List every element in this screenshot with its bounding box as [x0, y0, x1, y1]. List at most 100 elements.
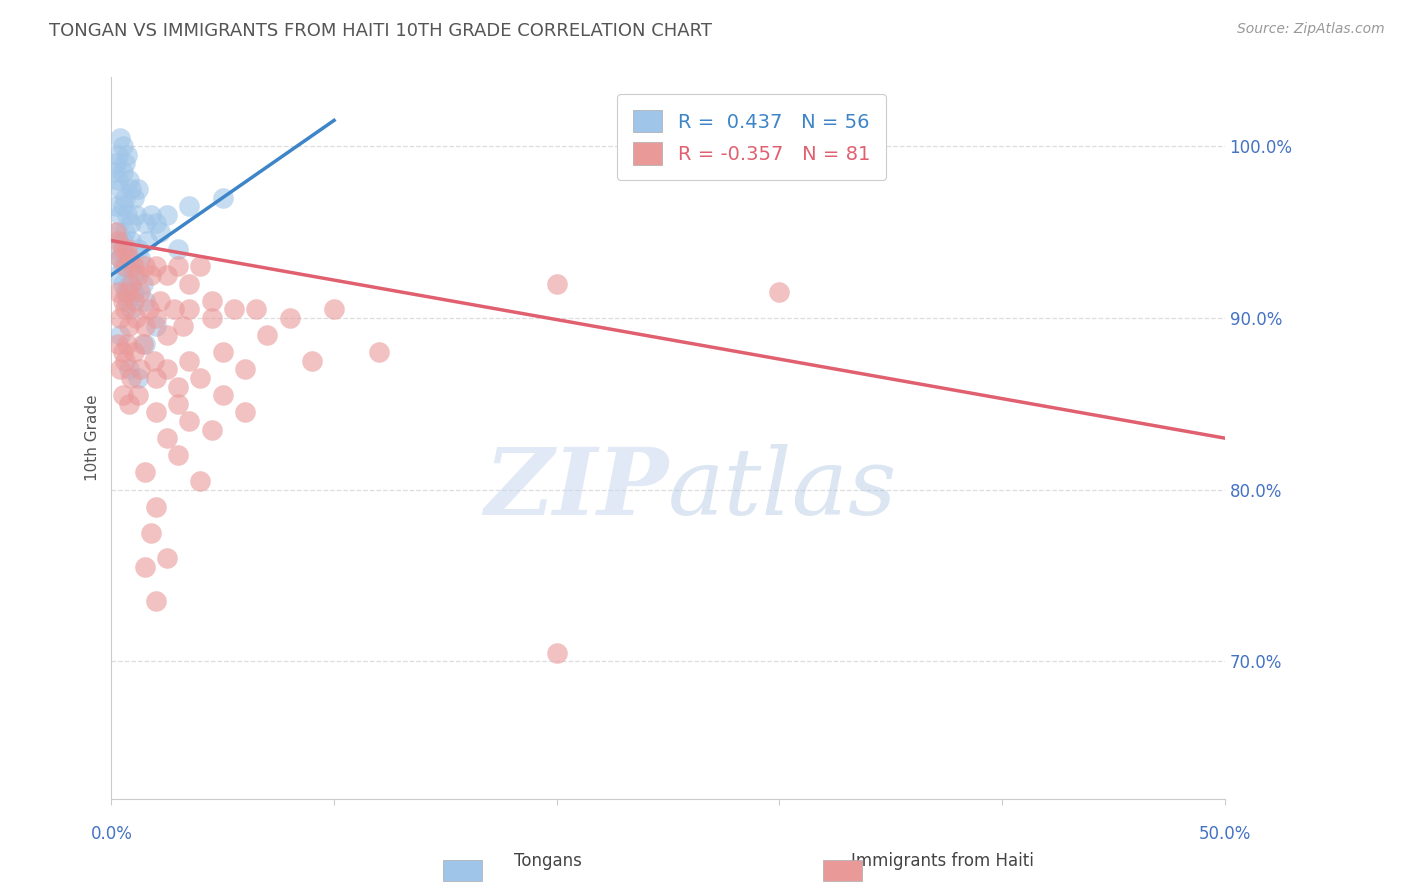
Point [110, 130, 132, 145]
Point [134, 216, 156, 230]
Point [127, 242, 149, 256]
Point [107, 285, 129, 299]
Point [107, 225, 129, 239]
Point [136, 234, 159, 248]
Point [278, 310, 301, 325]
Point [114, 225, 136, 239]
Point [120, 234, 142, 248]
Point [104, 225, 127, 239]
Text: Tongans: Tongans [515, 852, 582, 870]
Point [546, 277, 568, 291]
Text: TONGAN VS IMMIGRANTS FROM HAITI 10TH GRADE CORRELATION CHART: TONGAN VS IMMIGRANTS FROM HAITI 10TH GRA… [49, 22, 713, 40]
Point [145, 405, 167, 419]
Point [179, 277, 201, 291]
Point [145, 310, 167, 325]
Point [110, 328, 132, 343]
Point [190, 371, 212, 385]
Point [367, 345, 389, 359]
Point [127, 182, 149, 196]
Point [163, 302, 186, 317]
Point [129, 285, 152, 299]
Point [122, 268, 145, 282]
Point [115, 251, 138, 265]
Point [115, 147, 138, 161]
Point [107, 234, 129, 248]
Point [114, 354, 136, 368]
Point [114, 191, 136, 205]
Point [156, 268, 179, 282]
Point [149, 293, 172, 308]
Text: Source: ZipAtlas.com: Source: ZipAtlas.com [1237, 22, 1385, 37]
Point [131, 336, 153, 351]
Point [118, 277, 141, 291]
Point [222, 302, 245, 317]
Point [120, 216, 142, 230]
Point [107, 268, 129, 282]
Point [120, 371, 142, 385]
Point [145, 216, 167, 230]
Point [120, 260, 142, 274]
Point [546, 646, 568, 660]
Point [110, 208, 132, 222]
Point [110, 251, 132, 265]
Point [149, 225, 172, 239]
Point [145, 500, 167, 514]
Text: 0.0%: 0.0% [90, 824, 132, 843]
Point [118, 173, 141, 187]
Point [127, 268, 149, 282]
Point [211, 345, 233, 359]
Point [134, 466, 156, 480]
Point [245, 302, 267, 317]
Point [111, 242, 134, 256]
Point [125, 208, 148, 222]
Point [111, 199, 134, 213]
Point [156, 208, 179, 222]
Point [138, 302, 160, 317]
Point [156, 362, 179, 376]
Point [141, 268, 163, 282]
Text: atlas: atlas [668, 443, 897, 533]
Point [134, 560, 156, 574]
Point [179, 414, 201, 428]
Point [134, 293, 156, 308]
Point [111, 234, 134, 248]
Point [107, 336, 129, 351]
Point [111, 165, 134, 179]
Point [120, 277, 142, 291]
Point [256, 328, 278, 343]
Point [111, 277, 134, 291]
Point [179, 354, 201, 368]
Point [201, 423, 224, 437]
Point [122, 285, 145, 299]
Point [190, 474, 212, 488]
Point [104, 199, 127, 213]
Point [131, 277, 153, 291]
Point [118, 319, 141, 334]
Point [118, 397, 141, 411]
Point [201, 293, 224, 308]
Point [103, 165, 125, 179]
Point [179, 199, 201, 213]
Point [122, 345, 145, 359]
Point [114, 285, 136, 299]
Point [134, 319, 156, 334]
Point [142, 354, 165, 368]
Point [167, 379, 190, 393]
Point [233, 362, 256, 376]
Point [122, 191, 145, 205]
Point [211, 191, 233, 205]
Point [145, 260, 167, 274]
Point [104, 156, 127, 170]
Point [115, 336, 138, 351]
Point [115, 285, 138, 299]
Point [110, 362, 132, 376]
Point [141, 208, 163, 222]
Point [129, 251, 152, 265]
Point [122, 293, 145, 308]
Point [111, 139, 134, 153]
Text: Immigrants from Haiti: Immigrants from Haiti [851, 852, 1033, 870]
Point [141, 525, 163, 540]
Point [201, 310, 224, 325]
Point [115, 208, 138, 222]
Text: 50.0%: 50.0% [1198, 824, 1251, 843]
